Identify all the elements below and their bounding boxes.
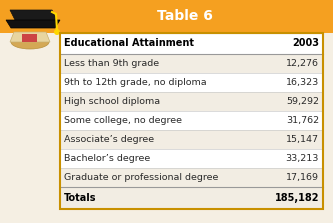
Text: 2003: 2003 xyxy=(292,39,319,48)
Bar xyxy=(60,33,323,209)
Polygon shape xyxy=(10,32,50,42)
Bar xyxy=(60,54,323,73)
Text: 9th to 12th grade, no diploma: 9th to 12th grade, no diploma xyxy=(64,78,206,87)
Polygon shape xyxy=(6,20,60,28)
Text: High school diploma: High school diploma xyxy=(64,97,160,106)
Bar xyxy=(22,34,37,42)
Bar xyxy=(60,92,323,111)
Bar xyxy=(60,149,323,168)
Polygon shape xyxy=(10,10,58,22)
Text: 185,182: 185,182 xyxy=(274,193,319,203)
Text: Educational Attainment: Educational Attainment xyxy=(64,39,194,48)
Bar xyxy=(60,73,323,92)
Text: Associate’s degree: Associate’s degree xyxy=(64,135,154,144)
Text: Bachelor’s degree: Bachelor’s degree xyxy=(64,154,150,163)
Text: 33,213: 33,213 xyxy=(286,154,319,163)
Text: 17,169: 17,169 xyxy=(286,173,319,182)
Text: 16,323: 16,323 xyxy=(286,78,319,87)
Text: Totals: Totals xyxy=(64,193,97,203)
Text: Graduate or professional degree: Graduate or professional degree xyxy=(64,173,218,182)
Bar xyxy=(60,187,323,209)
Text: Some college, no degree: Some college, no degree xyxy=(64,116,182,125)
Bar xyxy=(60,111,323,130)
Ellipse shape xyxy=(11,35,49,49)
Text: Table 6: Table 6 xyxy=(157,10,213,23)
Text: Less than 9th grade: Less than 9th grade xyxy=(64,59,159,68)
Text: 59,292: 59,292 xyxy=(286,97,319,106)
Bar xyxy=(0,0,333,33)
Text: 31,762: 31,762 xyxy=(286,116,319,125)
Text: 15,147: 15,147 xyxy=(286,135,319,144)
Text: 12,276: 12,276 xyxy=(286,59,319,68)
Circle shape xyxy=(54,29,60,35)
Bar xyxy=(60,168,323,187)
Bar xyxy=(60,130,323,149)
Bar xyxy=(60,33,323,54)
